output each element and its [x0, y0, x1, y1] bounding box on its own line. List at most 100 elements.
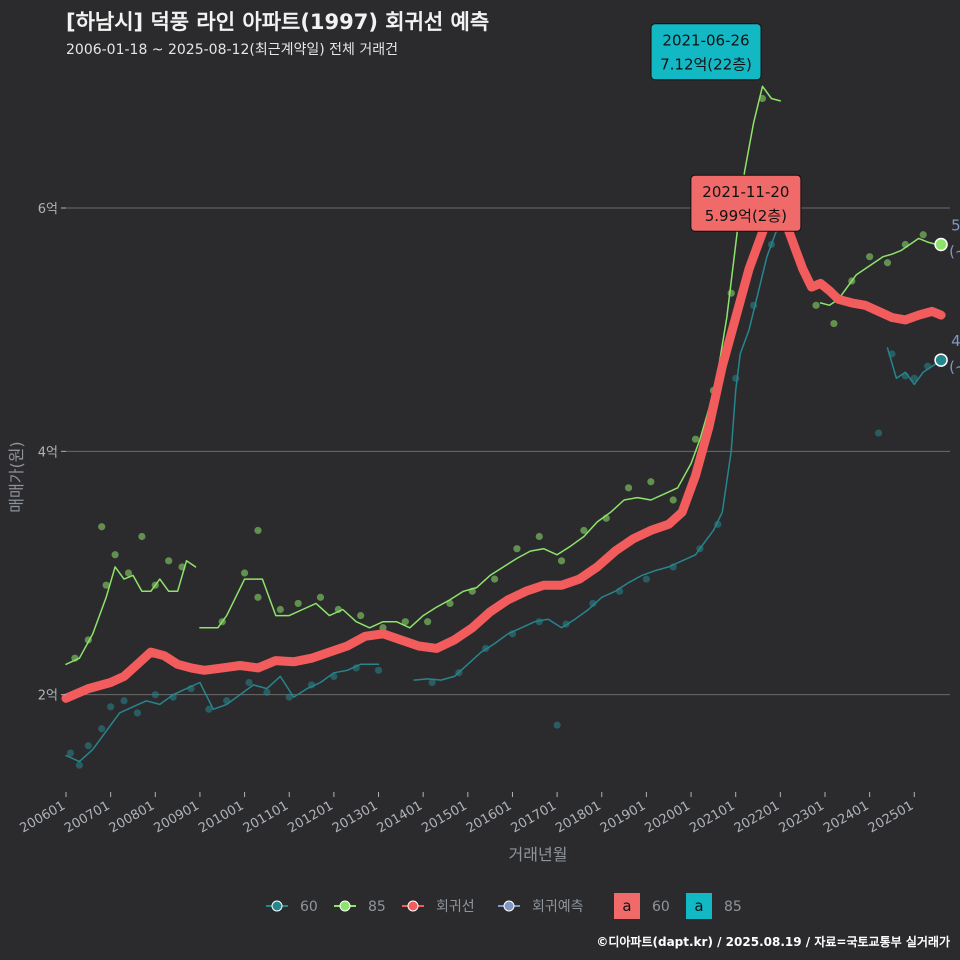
- annotation-box-60: [690, 174, 802, 232]
- scatter-point-85: [124, 569, 133, 577]
- scatter-point-85: [276, 605, 284, 614]
- x-tick-label: 200901: [151, 798, 201, 836]
- scatter-point-85: [138, 532, 146, 541]
- scatter-point-60: [245, 678, 253, 687]
- chart-subtitle: 2006-01-18 ~ 2025-08-12(최근계약일) 전체 거래건: [66, 42, 398, 58]
- line-layer: [61, 85, 946, 763]
- legend-swatch-label_85_fill: [686, 893, 712, 919]
- x-tick-label: 202001: [643, 798, 693, 836]
- scatter-point-85: [691, 435, 700, 443]
- x-tick-label: 201101: [241, 798, 291, 836]
- scatter-point-85: [491, 575, 499, 583]
- scatter-point-85: [535, 532, 543, 541]
- x-tick-label: 202101: [687, 798, 737, 836]
- series-line-85: [65, 560, 197, 666]
- annotation-box-85: [650, 23, 762, 81]
- legend-marker-series_85: [339, 900, 351, 912]
- scatter-point-60: [263, 688, 271, 696]
- series-line-85: [819, 237, 942, 307]
- scatter-point-85: [812, 301, 820, 309]
- x-tick-label: 201701: [509, 798, 559, 836]
- x-tick-label: 201901: [598, 798, 648, 836]
- scatter-point-85: [424, 618, 432, 626]
- scatter-point-60: [107, 703, 115, 711]
- scatter-point-60: [98, 725, 106, 733]
- scatter-point-60: [84, 742, 92, 750]
- scatter-point-85: [919, 231, 927, 239]
- x-tick-label: 202401: [821, 798, 871, 836]
- legend-marker-series_60: [271, 900, 283, 912]
- scatter-point-60: [374, 666, 383, 674]
- scatter-point-85: [357, 611, 365, 620]
- scatter-point-85: [165, 557, 173, 565]
- grid-layer: [66, 207, 950, 696]
- scatter-point-60: [151, 691, 159, 699]
- series-line-85: [199, 85, 782, 629]
- scatter-point-60: [66, 749, 75, 757]
- scatter-point-85: [580, 526, 588, 535]
- legend-swatch-glyph: a: [622, 897, 631, 915]
- scatter-point-85: [401, 618, 409, 626]
- end-label-area: (~60㎡): [949, 358, 960, 376]
- scatter-point-85: [866, 253, 874, 261]
- end-point-60: [934, 353, 948, 367]
- legend: 60 85 회귀선 회귀예측 a 60 a 85: [266, 893, 742, 919]
- y-tick-label: 4억: [38, 445, 58, 460]
- scatter-point-60: [874, 429, 883, 437]
- scatter-point-85: [240, 569, 249, 577]
- end-label-value: 47,500: [951, 332, 960, 350]
- legend-swatch-label_60_fill: [614, 893, 640, 919]
- legend-marker-regression: [407, 900, 419, 912]
- scatter-point-60: [428, 678, 436, 687]
- scatter-point-60: [133, 709, 142, 717]
- scatter-point-60: [120, 697, 128, 705]
- annotation-date: 2021-11-20: [702, 183, 789, 201]
- series-line-60: [65, 663, 380, 763]
- annotation-layer: 57,000 (~85㎡) 47,500 (~60㎡) 2021-06-26 7.12억(…: [650, 23, 960, 376]
- scatter-point-85: [111, 551, 119, 559]
- x-tick-label: 202501: [866, 798, 916, 836]
- end-label-value: 57,000: [951, 217, 960, 235]
- legend-label-label_60_fill: 60: [652, 899, 670, 915]
- scatter-point-85: [294, 599, 302, 608]
- scatter-point-60: [553, 721, 561, 729]
- scatter-point-60: [910, 374, 918, 382]
- x-tick-label: 201601: [464, 798, 514, 836]
- scatter-point-60: [589, 599, 597, 608]
- scatter-point-60: [642, 575, 651, 583]
- chart-title: [하남시] 덕풍 라인 아파트(1997) 회귀선 예측: [66, 10, 490, 34]
- scatter-point-85: [316, 593, 325, 601]
- y-tick-label: 6억: [38, 202, 58, 217]
- x-tick-label: 200601: [18, 798, 68, 836]
- y-axis-title: 매매가(원): [7, 441, 26, 512]
- scatter-point-85: [98, 523, 106, 531]
- y-tick-label: 2억: [38, 689, 58, 704]
- scatter-point-85: [669, 496, 677, 504]
- x-axis-title: 거래년월: [509, 845, 568, 864]
- legend-label-series_85: 85: [368, 899, 386, 915]
- annotation-value: 7.12억(22층): [660, 56, 752, 74]
- x-tick-label: 201001: [196, 798, 246, 836]
- legend-label-series_60: 60: [300, 899, 318, 915]
- annotation-date: 2021-06-26: [662, 32, 749, 50]
- scatter-point-85: [830, 319, 838, 328]
- legend-marker-forecast: [503, 900, 515, 912]
- x-tick-label: 201801: [553, 798, 603, 836]
- x-tick-label: 201401: [375, 798, 425, 836]
- chart-caption: ©디아파트(dapt.kr) / 2025.08.19 / 자료=국토교통부 실…: [596, 935, 950, 949]
- x-tick-label: 201501: [419, 798, 469, 836]
- x-tick-label: 202301: [776, 798, 826, 836]
- scatter-point-85: [102, 581, 110, 589]
- scatter-point-60: [285, 693, 293, 701]
- series-line-60: [413, 219, 786, 681]
- end-point-85: [934, 237, 948, 252]
- legend-swatch-glyph: a: [694, 897, 703, 915]
- scatter-point-85: [557, 557, 566, 565]
- scatter-point-85: [254, 593, 262, 601]
- scatter-point-60: [205, 705, 213, 713]
- scatter-point-85: [513, 545, 521, 553]
- scatter-point-85: [883, 259, 892, 267]
- legend-label-label_85_fill: 85: [724, 899, 742, 915]
- scatter-point-85: [254, 526, 262, 535]
